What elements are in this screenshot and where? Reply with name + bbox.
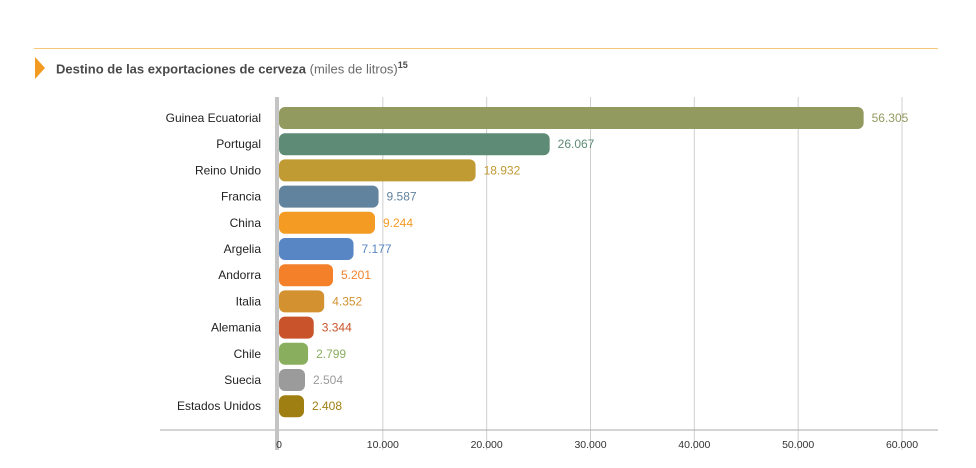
category-label: Alemania <box>211 321 261 335</box>
value-label: 9.587 <box>387 190 417 204</box>
x-tick-label: 30.000 <box>574 439 606 451</box>
x-tick-label: 50.000 <box>782 439 814 451</box>
bar <box>279 369 305 391</box>
category-label: Portugal <box>216 137 261 151</box>
top-rule <box>34 48 938 49</box>
category-label: Guinea Ecuatorial <box>166 111 261 125</box>
value-label: 7.177 <box>362 242 392 256</box>
bar <box>279 395 305 418</box>
x-tick-label: 20.000 <box>471 439 503 451</box>
bar <box>279 107 864 129</box>
value-label: 26.067 <box>558 137 595 151</box>
title-footnote: 15 <box>397 60 408 70</box>
value-label: 9.244 <box>383 216 413 230</box>
category-label: Suecia <box>224 373 261 387</box>
bar <box>279 264 334 287</box>
value-label: 3.344 <box>322 321 352 335</box>
value-label: 5.201 <box>341 268 371 282</box>
category-label: Andorra <box>218 268 261 282</box>
bar <box>279 238 354 260</box>
bar <box>279 316 314 339</box>
category-label: Italia <box>236 294 262 308</box>
value-label: 56.305 <box>872 111 909 125</box>
category-label: Chile <box>234 347 262 361</box>
chart-title: Destino de las exportaciones de cerveza … <box>56 60 408 76</box>
category-label: China <box>230 216 262 230</box>
x-tick-label: 60.000 <box>886 439 918 451</box>
title-marker-icon <box>35 57 45 79</box>
value-label: 2.408 <box>312 399 342 413</box>
y-axis-line <box>275 97 279 450</box>
category-label: Francia <box>221 190 261 204</box>
x-tick-label: 10.000 <box>367 439 399 451</box>
bar <box>279 211 375 234</box>
value-label: 4.352 <box>332 294 362 308</box>
value-label: 18.932 <box>484 163 521 177</box>
bar <box>279 185 379 208</box>
bar <box>279 290 325 313</box>
bar <box>279 133 550 156</box>
title-unit: (miles de litros) <box>309 61 398 77</box>
category-label: Reino Unido <box>195 163 261 177</box>
x-tick-label: 0 <box>276 439 282 451</box>
category-label: Argelia <box>224 242 262 256</box>
bar <box>279 342 309 365</box>
value-label: 2.799 <box>316 347 346 361</box>
x-tick-label: 40.000 <box>678 439 710 451</box>
value-label: 2.504 <box>313 373 343 387</box>
title-main: Destino de las exportaciones de cerveza <box>56 61 306 77</box>
bar <box>279 159 476 182</box>
category-label: Estados Unidos <box>177 399 261 413</box>
